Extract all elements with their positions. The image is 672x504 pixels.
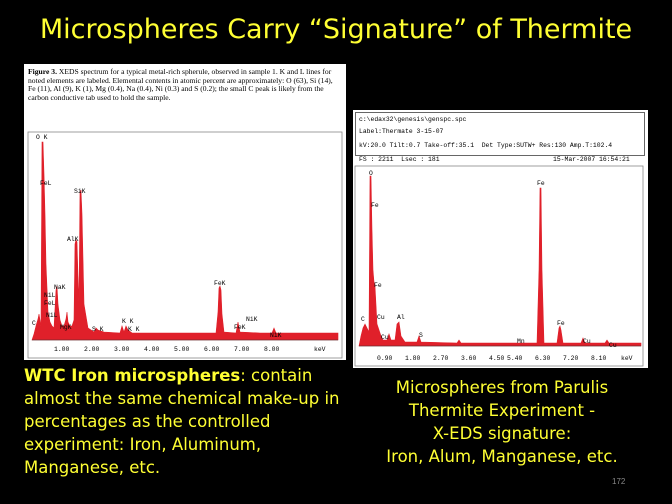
peak-label: Fe bbox=[557, 320, 565, 327]
x-tick: 7.00 bbox=[234, 346, 250, 353]
peak-label: FeK bbox=[234, 324, 246, 331]
x-tick: 7.20 bbox=[563, 355, 579, 362]
peak-label: NaK bbox=[54, 284, 66, 291]
peak-label: NiL bbox=[46, 312, 58, 319]
peak-label: O bbox=[369, 170, 373, 177]
x-tick: 8.10 bbox=[591, 355, 607, 362]
peak-label: Cu bbox=[609, 342, 617, 349]
peak-label: Al bbox=[397, 314, 405, 321]
left-description-bold: WTC Iron microspheres bbox=[24, 366, 241, 385]
caption-head: Figure 3. bbox=[28, 67, 57, 76]
peak-label: FeL bbox=[40, 180, 52, 187]
peak-label: Fe bbox=[371, 202, 379, 209]
x-tick: 4.50 bbox=[489, 355, 505, 362]
x-tick: 5.40 bbox=[507, 355, 523, 362]
peak-label: K K bbox=[122, 318, 134, 325]
right-description-line: Thermite Experiment - bbox=[408, 401, 596, 420]
x-tick: 5.00 bbox=[174, 346, 190, 353]
peak-label: SiK bbox=[74, 188, 86, 195]
right-spectrum-chart bbox=[354, 165, 644, 367]
figure-caption: Figure 3. XEDS spectrum for a typical me… bbox=[28, 67, 340, 102]
peak-label: C bbox=[361, 316, 365, 323]
right-description-line: Microspheres from Parulis bbox=[395, 378, 609, 397]
peak-label: FeL bbox=[44, 300, 56, 307]
header-box bbox=[355, 112, 645, 156]
x-tick: 1.00 bbox=[54, 346, 70, 353]
peak-label: S bbox=[419, 332, 423, 339]
peak-label: Cu bbox=[583, 338, 591, 345]
x-tick: 6.00 bbox=[204, 346, 220, 353]
peak-label: NiK bbox=[270, 332, 282, 339]
x-tick: 1.80 bbox=[405, 355, 421, 362]
peak-label: S K bbox=[92, 326, 104, 333]
right-description: Microspheres from Parulis Thermite Exper… bbox=[356, 376, 648, 468]
right-spectrum-trace bbox=[358, 175, 642, 347]
acquisition-params: kV:20.0 Tilt:0.7 Take-off:35.1 Det Type:… bbox=[359, 142, 613, 149]
x-tick: 3.00 bbox=[114, 346, 130, 353]
x-tick: 2.00 bbox=[84, 346, 100, 353]
left-spectrum-trace bbox=[31, 141, 339, 341]
x-unit: keV bbox=[621, 355, 633, 362]
file-path: c:\edax32\genesis\genspc.spc bbox=[359, 116, 467, 123]
peak-label: C bbox=[32, 320, 36, 327]
x-tick: 2.70 bbox=[433, 355, 449, 362]
left-description-rest: : contain almost the same chemical make-… bbox=[24, 366, 340, 477]
right-description-line: Iron, Alum, Manganese, etc. bbox=[386, 447, 618, 466]
peak-label: Fe bbox=[537, 180, 545, 187]
peak-label: K K bbox=[128, 326, 140, 333]
peak-label: O K bbox=[36, 134, 48, 141]
left-figure-panel: Figure 3. XEDS spectrum for a typical me… bbox=[24, 64, 346, 360]
slide-title: Microspheres Carry “Signature” of Thermi… bbox=[39, 14, 633, 45]
peak-label: Cu bbox=[377, 314, 385, 321]
acquisition-date: 15-Mar-2007 16:54:21 bbox=[553, 156, 630, 163]
x-tick: 4.00 bbox=[144, 346, 160, 353]
x-unit: keV bbox=[314, 346, 326, 353]
right-figure-panel: c:\edax32\genesis\genspc.spc Label:Therm… bbox=[353, 110, 648, 368]
peak-label: Cu bbox=[381, 334, 389, 341]
peak-label: Mn bbox=[517, 338, 525, 345]
caption-body: XEDS spectrum for a typical metal-rich s… bbox=[28, 67, 333, 102]
fs-lsec: FS : 2211 Lsec : 181 bbox=[359, 156, 440, 163]
right-description-line: X-EDS signature: bbox=[432, 424, 572, 443]
peak-label: FeK bbox=[214, 280, 226, 287]
x-tick: 8.00 bbox=[264, 346, 280, 353]
left-description: WTC Iron microspheres: contain almost th… bbox=[24, 364, 354, 479]
peak-label: NiK bbox=[246, 316, 258, 323]
peak-label: AlK bbox=[67, 236, 79, 243]
peak-label: NiL bbox=[44, 292, 56, 299]
x-tick: 3.60 bbox=[461, 355, 477, 362]
x-tick: 0.90 bbox=[377, 355, 393, 362]
spectrum-label: Label:Thermate 3-15-07 bbox=[359, 128, 444, 135]
peak-label: Fe bbox=[374, 282, 382, 289]
peak-label: MgK bbox=[60, 324, 72, 331]
slide-number: 172 bbox=[612, 477, 626, 486]
left-spectrum-chart bbox=[27, 131, 343, 359]
x-tick: 6.30 bbox=[535, 355, 551, 362]
